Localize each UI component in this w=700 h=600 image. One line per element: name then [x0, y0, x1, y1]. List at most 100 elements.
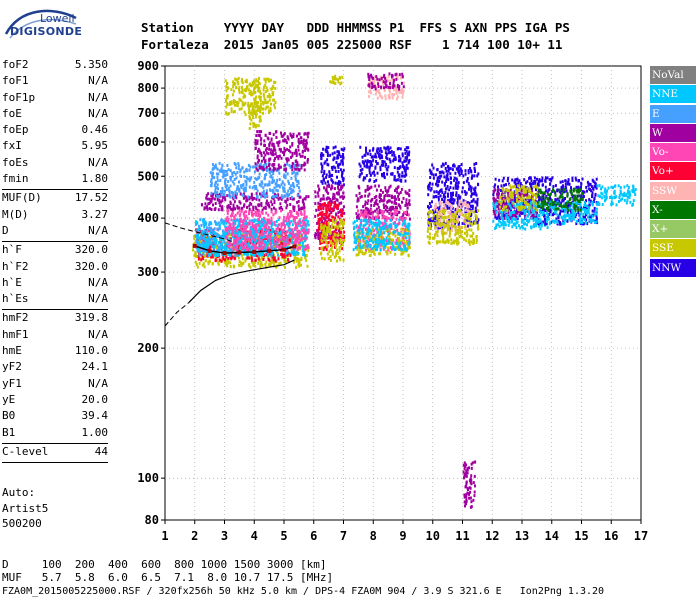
echo-point: [466, 224, 469, 228]
echo-point: [238, 189, 241, 193]
echo-point: [262, 232, 265, 236]
echo-point: [214, 191, 217, 195]
echo-point: [203, 265, 206, 269]
param-value: 39.4: [81, 409, 109, 423]
param-row: yF1 N/A: [2, 377, 108, 393]
echo-point: [209, 235, 212, 239]
echo-point: [269, 188, 271, 192]
echo-point: [463, 190, 466, 194]
echo-point: [343, 195, 346, 199]
echo-point: [257, 221, 260, 224]
echo-point: [407, 213, 410, 217]
param-row: foF1p N/A: [2, 91, 108, 107]
echo-point: [328, 170, 331, 174]
echo-point: [342, 179, 345, 182]
echo-point: [245, 210, 248, 214]
echo-point: [379, 209, 382, 213]
echo-point: [252, 205, 255, 209]
echo-point: [387, 85, 390, 89]
echo-point: [326, 226, 328, 230]
echo-point: [213, 176, 216, 180]
echo-point: [279, 165, 282, 169]
param-row: foE N/A: [2, 107, 108, 123]
echo-point: [445, 169, 448, 173]
echo-point: [241, 166, 244, 170]
echo-point: [293, 247, 296, 251]
echo-point: [306, 131, 309, 135]
echo-point: [378, 78, 381, 82]
echo-point: [376, 245, 379, 249]
echo-point: [365, 227, 368, 231]
echo-point: [198, 247, 201, 251]
echo-point: [396, 95, 399, 99]
echo-point: [314, 214, 317, 218]
echo-point: [238, 187, 240, 191]
echo-point: [373, 155, 376, 159]
echo-point: [268, 94, 271, 98]
echo-point: [384, 189, 387, 193]
echo-point: [238, 88, 240, 92]
echo-point: [260, 142, 263, 146]
echo-point: [256, 154, 259, 158]
echo-point: [400, 227, 403, 231]
echo-point: [252, 79, 255, 83]
echo-point: [328, 218, 331, 222]
echo-point: [217, 172, 220, 176]
echo-point: [339, 155, 342, 159]
echo-point: [333, 230, 336, 234]
echo-point: [382, 75, 385, 79]
echo-point: [273, 244, 276, 248]
echo-point: [235, 245, 238, 248]
echo-point: [368, 179, 371, 183]
echo-point: [334, 239, 337, 243]
echo-point: [256, 163, 259, 167]
echo-point: [360, 246, 363, 250]
echo-point: [341, 195, 344, 199]
echo-point: [398, 210, 401, 214]
echo-point: [281, 252, 284, 256]
echo-point: [341, 171, 344, 175]
echo-point: [304, 232, 307, 236]
echo-point: [217, 187, 219, 191]
echo-point: [433, 190, 436, 194]
echo-point: [236, 185, 239, 189]
echo-point: [271, 240, 274, 243]
echo-point: [229, 178, 232, 182]
echo-point: [211, 172, 214, 176]
echo-point: [201, 203, 203, 207]
echo-point: [215, 251, 218, 255]
echo-point: [380, 85, 383, 89]
echo-point: [263, 183, 266, 187]
echo-point: [221, 195, 224, 199]
echo-point: [314, 234, 316, 238]
echo-point: [360, 171, 363, 175]
echo-point: [406, 166, 409, 170]
echo-point: [206, 207, 209, 211]
echo-point: [279, 202, 282, 206]
echo-point: [274, 148, 277, 152]
echo-point: [265, 86, 268, 90]
echo-point: [242, 183, 245, 186]
echo-point: [324, 228, 327, 232]
echo-point: [404, 148, 407, 152]
echo-point: [203, 237, 205, 241]
echo-point: [341, 158, 344, 162]
echo-point: [378, 230, 381, 234]
echo-point: [244, 113, 247, 117]
echo-point: [292, 184, 295, 188]
echo-point: [372, 247, 375, 251]
echo-point: [365, 236, 368, 240]
echo-point: [253, 262, 255, 266]
echo-point: [325, 145, 328, 149]
echo-point: [225, 99, 227, 103]
echo-point: [262, 107, 265, 111]
echo-point: [209, 231, 212, 235]
echo-point: [367, 75, 370, 79]
echo-point: [402, 165, 404, 169]
echo-point: [406, 155, 409, 159]
echo-point: [242, 95, 245, 99]
echo-point: [234, 163, 237, 166]
echo-point: [320, 170, 323, 174]
echo-point: [225, 227, 228, 231]
echo-point: [281, 195, 284, 199]
